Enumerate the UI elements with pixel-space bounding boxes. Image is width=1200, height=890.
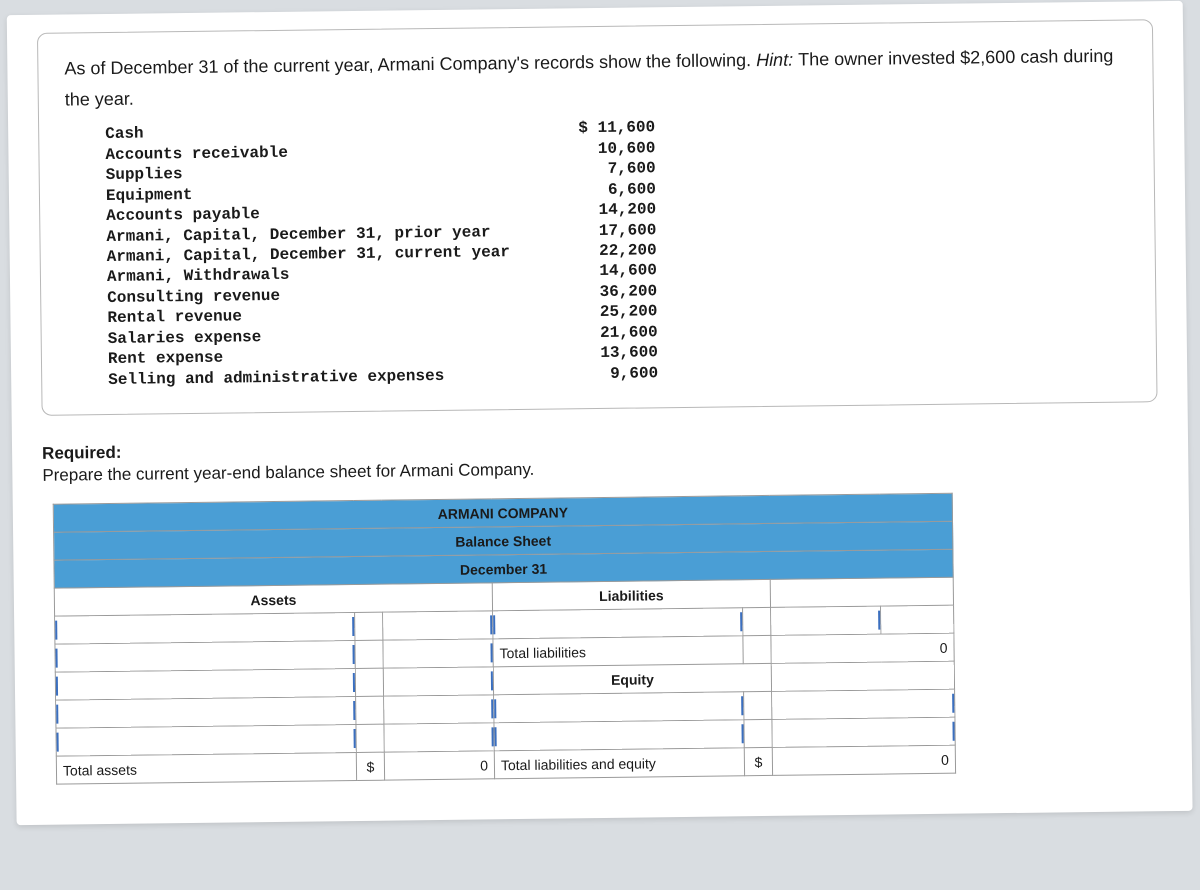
dollar-cell xyxy=(743,608,771,636)
balance-sheet-table: ARMANI COMPANY Balance Sheet December 31… xyxy=(53,493,956,785)
spacer-cell xyxy=(881,605,954,634)
liabilities-header: Liabilities xyxy=(492,580,770,611)
record-value: 14,200 xyxy=(546,199,656,221)
asset-name-input[interactable] xyxy=(56,697,356,729)
liability-name-input[interactable] xyxy=(493,608,743,639)
asset-amount-input[interactable] xyxy=(384,723,494,752)
dollar-cell xyxy=(744,720,772,748)
total-liabilities-value: 0 xyxy=(771,633,954,663)
record-value: 9,600 xyxy=(548,363,658,385)
dollar-cell xyxy=(744,692,772,720)
equity-amount-input[interactable] xyxy=(772,689,955,719)
equity-header: Equity xyxy=(493,664,771,695)
asset-amount-input[interactable] xyxy=(383,611,493,640)
dollar-cell xyxy=(355,612,383,640)
asset-amount-input[interactable] xyxy=(383,667,493,696)
dollar-sign: $ xyxy=(356,752,384,780)
record-label: Selling and administrative expenses xyxy=(108,364,548,390)
balance-sheet-wrapper: ARMANI COMPANY Balance Sheet December 31… xyxy=(53,490,1192,785)
equity-name-input[interactable] xyxy=(494,692,744,723)
intro-pre: As of December 31 of the current year, A… xyxy=(64,50,756,78)
page: As of December 31 of the current year, A… xyxy=(7,1,1193,826)
total-liabilities-label: Total liabilities xyxy=(493,636,743,667)
total-liab-equity-value: 0 xyxy=(772,745,955,775)
liability-amount-input[interactable] xyxy=(771,606,881,635)
total-assets-label: Total assets xyxy=(56,753,356,785)
total-assets-value: 0 xyxy=(384,751,494,780)
blank-cell xyxy=(771,661,954,691)
dollar-cell xyxy=(356,724,384,752)
record-value: 6,600 xyxy=(546,179,656,201)
required-block: Required: Prepare the current year-end b… xyxy=(42,430,1158,486)
record-value: 22,200 xyxy=(547,240,657,262)
asset-amount-input[interactable] xyxy=(384,695,494,724)
dollar-cell xyxy=(356,696,384,724)
dollar-cell xyxy=(743,636,771,664)
asset-name-input[interactable] xyxy=(55,613,355,645)
intro-text: As of December 31 of the current year, A… xyxy=(64,41,1127,115)
record-value: 21,600 xyxy=(548,322,658,344)
record-value: $ 11,600 xyxy=(545,117,655,139)
record-value: 17,600 xyxy=(546,220,656,242)
dollar-cell xyxy=(355,640,383,668)
records-list: Cash$ 11,600 Accounts receivable10,600 S… xyxy=(105,112,1130,391)
equity-amount-input[interactable] xyxy=(772,717,955,747)
asset-name-input[interactable] xyxy=(55,641,355,673)
problem-statement-box: As of December 31 of the current year, A… xyxy=(37,19,1158,416)
record-value: 13,600 xyxy=(548,343,658,365)
asset-name-input[interactable] xyxy=(56,725,356,757)
dollar-sign: $ xyxy=(744,748,772,776)
record-value: 14,600 xyxy=(547,261,657,283)
asset-amount-input[interactable] xyxy=(383,639,493,668)
total-liab-equity-label: Total liabilities and equity xyxy=(494,748,744,779)
asset-name-input[interactable] xyxy=(55,669,355,701)
record-value: 36,200 xyxy=(547,281,657,303)
record-value: 10,600 xyxy=(545,138,655,160)
record-value: 25,200 xyxy=(547,302,657,324)
dollar-cell xyxy=(355,668,383,696)
equity-name-input[interactable] xyxy=(494,720,744,751)
hint-label: Hint: xyxy=(756,50,798,71)
blank-header xyxy=(770,577,953,607)
record-value: 7,600 xyxy=(546,158,656,180)
